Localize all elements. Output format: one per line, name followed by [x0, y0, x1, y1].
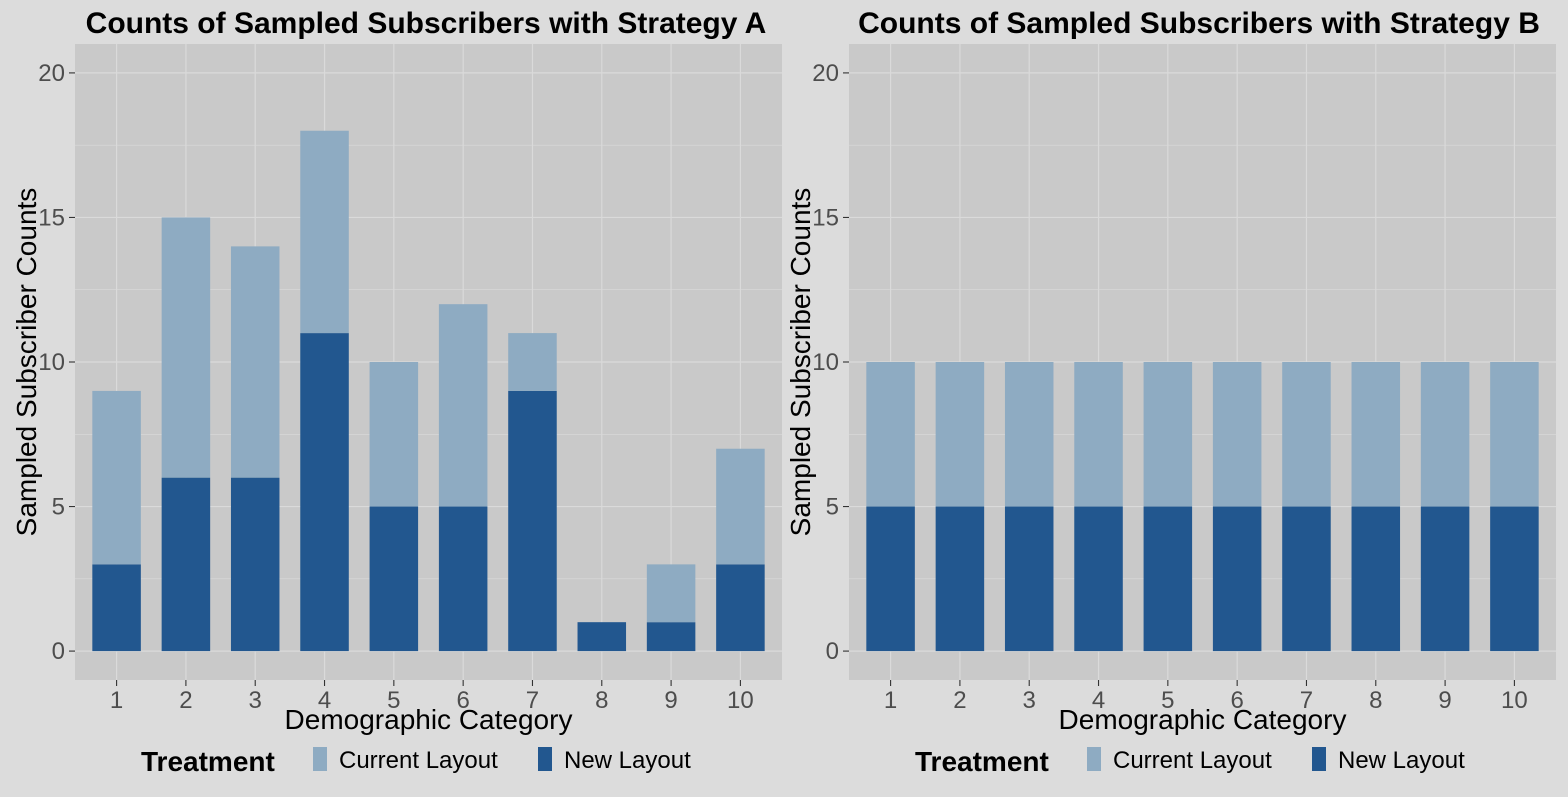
chart-panel-1: 0 5 10 15 20 1 2 3 4 5 6 7 8 9 10 Counts of Sampled Sub…	[11, 7, 782, 777]
bar-new-layout	[577, 622, 627, 652]
x-axis-label: Demographic Category	[285, 704, 573, 735]
y-tick-label: 15	[812, 204, 839, 231]
bar-current-layout	[230, 246, 280, 478]
y-axis-label: Sampled Subscriber Counts	[11, 188, 42, 537]
x-axis-label: Demographic Category	[1059, 704, 1347, 735]
legend-label: New Layout	[1338, 747, 1465, 774]
x-tick-label: 2	[179, 687, 192, 714]
y-axis-label: Sampled Subscriber Counts	[785, 188, 816, 537]
bar-new-layout	[1490, 506, 1539, 652]
y-tick-label: 5	[826, 494, 839, 521]
bar-new-layout	[1420, 506, 1470, 652]
x-tick-label: 6	[1230, 687, 1243, 714]
y-tick-label: 15	[38, 204, 65, 231]
x-tick-label: 2	[953, 687, 966, 714]
x-tick-label: 7	[526, 687, 539, 714]
bar-current-layout	[1420, 362, 1470, 507]
x-tick-label: 4	[1092, 687, 1105, 714]
x-tick-label: 7	[1300, 687, 1313, 714]
bar-new-layout	[230, 477, 280, 652]
bar-current-layout	[1143, 362, 1193, 507]
bar-current-layout	[1004, 362, 1054, 507]
x-tick-label: 9	[664, 687, 677, 714]
x-tick-label: 6	[456, 687, 469, 714]
bar-new-layout	[161, 477, 211, 652]
x-tick-label: 5	[387, 687, 400, 714]
legend-key-current-layout	[313, 747, 327, 771]
bar-new-layout	[438, 506, 488, 652]
bar-new-layout	[369, 506, 419, 652]
x-tick-label: 3	[1023, 687, 1036, 714]
chart-title: Counts of Sampled Subscribers with Strat…	[858, 7, 1540, 40]
bar-current-layout	[1074, 362, 1123, 507]
chart-panel-2: 0 5 10 15 20 1 2 3 4 5 6 7 8 9 10 Counts of Sampled Sub…	[785, 7, 1556, 777]
x-tick-label: 10	[1501, 687, 1528, 714]
x-tick-label: 9	[1438, 687, 1451, 714]
bar-new-layout	[1004, 506, 1054, 652]
bar-current-layout	[935, 362, 985, 507]
bar-current-layout	[646, 564, 696, 623]
legend: Treatment Current Layout New Layout	[915, 746, 1465, 777]
bar-new-layout	[1282, 506, 1331, 652]
x-tick-label: 1	[884, 687, 897, 714]
x-tick-label: 8	[1369, 687, 1382, 714]
x-tick-label: 5	[1161, 687, 1174, 714]
bar-new-layout	[508, 390, 557, 652]
bar-current-layout	[508, 333, 557, 391]
bar-new-layout	[1351, 506, 1401, 652]
y-tick-label: 20	[812, 60, 839, 87]
bar-current-layout	[369, 362, 419, 507]
x-tick-label: 4	[318, 687, 331, 714]
bar-current-layout	[1212, 362, 1262, 507]
legend-key-new-layout	[1312, 747, 1326, 771]
bar-current-layout	[716, 448, 765, 565]
bar-new-layout	[92, 564, 141, 652]
bar-current-layout	[1351, 362, 1401, 507]
y-tick-label: 5	[52, 494, 65, 521]
y-tick-label: 20	[38, 60, 65, 87]
bar-current-layout	[1282, 362, 1331, 507]
chart-title: Counts of Sampled Subscribers with Strat…	[86, 7, 767, 40]
bar-new-layout	[1212, 506, 1262, 652]
x-tick-label: 1	[110, 687, 123, 714]
bar-new-layout	[716, 564, 765, 652]
legend-title: Treatment	[915, 746, 1049, 777]
bar-new-layout	[300, 333, 349, 652]
x-tick-label: 3	[249, 687, 262, 714]
bar-current-layout	[161, 217, 211, 478]
legend-title: Treatment	[141, 746, 275, 777]
legend-key-current-layout	[1087, 747, 1101, 771]
bar-current-layout	[1490, 362, 1539, 507]
x-tick-label: 10	[727, 687, 754, 714]
bar-current-layout	[92, 390, 141, 565]
y-tick-label: 10	[812, 349, 839, 376]
legend-key-new-layout	[538, 747, 552, 771]
bar-new-layout	[1074, 506, 1123, 652]
bar-new-layout	[1143, 506, 1193, 652]
legend-label: Current Layout	[339, 747, 498, 774]
x-tick-label: 8	[595, 687, 608, 714]
bar-current-layout	[300, 130, 349, 334]
legend: Treatment Current Layout New Layout	[141, 746, 691, 777]
y-tick-label: 10	[38, 349, 65, 376]
y-tick-label: 0	[52, 638, 65, 665]
bar-new-layout	[646, 622, 696, 652]
y-tick-label: 0	[826, 638, 839, 665]
bar-current-layout	[438, 304, 488, 507]
bar-current-layout	[866, 362, 915, 507]
legend-label: Current Layout	[1113, 747, 1272, 774]
legend-label: New Layout	[564, 747, 691, 774]
bar-new-layout	[866, 506, 915, 652]
bar-new-layout	[935, 506, 985, 652]
